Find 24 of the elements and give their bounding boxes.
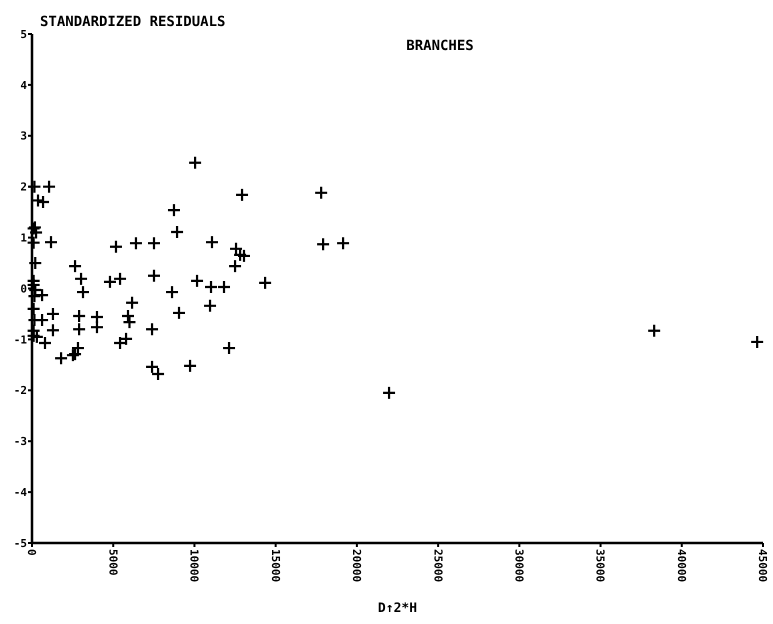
x-axis-title: D↑2*H — [378, 601, 418, 616]
y-tick-label: 3 — [20, 130, 27, 143]
y-tick-label: 4 — [20, 78, 28, 92]
x-tick-label: 0 — [25, 549, 38, 556]
y-tick-label: 1 — [20, 231, 28, 244]
y-tick-label: -1 — [14, 333, 28, 346]
x-tick-label: 15000 — [268, 549, 282, 582]
y-tick-label: -2 — [14, 384, 27, 398]
y-tick-label: -3 — [14, 435, 27, 448]
x-tick-label: 5000 — [106, 549, 120, 576]
y-axis-title: STANDARDIZED RESIDUALS — [40, 14, 226, 30]
y-tick-label: 5 — [20, 28, 27, 41]
y-tick-label: 0 — [20, 282, 27, 296]
x-tick-label: 40000 — [674, 549, 688, 582]
x-tick-label: 35000 — [594, 549, 607, 582]
x-tick-label: 10000 — [188, 549, 201, 582]
chart-title: BRANCHES — [406, 38, 474, 54]
y-tick-label: 2 — [20, 180, 27, 194]
x-tick-label: 30000 — [512, 549, 526, 582]
y-tick-label: -5 — [14, 536, 27, 550]
x-tick-label: 25000 — [431, 549, 444, 582]
x-tick-label: 20000 — [350, 549, 364, 582]
y-tick-label: -4 — [14, 486, 28, 499]
x-tick-label: 45000 — [756, 549, 770, 582]
